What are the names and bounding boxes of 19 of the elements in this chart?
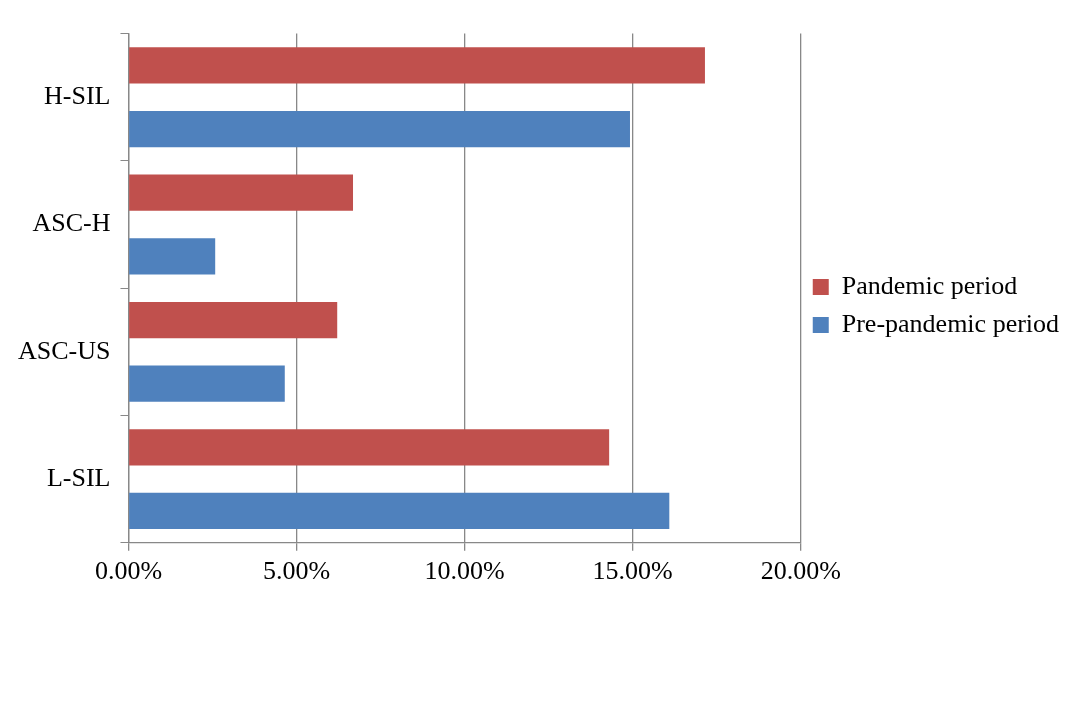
y-tick-label: L-SIL	[46, 462, 111, 492]
bar	[129, 110, 630, 148]
legend-label: Pre-pandemic period	[841, 308, 1060, 338]
bar	[129, 365, 285, 402]
y-tick-label: ASC-H	[32, 208, 111, 238]
x-tick-label: 5.00%	[262, 556, 331, 586]
bar	[129, 174, 354, 211]
bar	[129, 492, 670, 530]
x-tick-label: 10.00%	[424, 556, 505, 586]
legend-label: Pandemic period	[841, 270, 1018, 300]
bar	[129, 429, 610, 466]
x-tick-label: 0.00%	[94, 556, 163, 586]
bar	[129, 301, 338, 339]
bar	[129, 47, 705, 84]
x-tick-label: 20.00%	[760, 556, 841, 586]
y-tick-label: H-SIL	[44, 81, 111, 111]
x-tick-label: 15.00%	[592, 556, 673, 586]
y-tick-label: ASC-US	[17, 335, 111, 365]
bar	[129, 238, 216, 275]
